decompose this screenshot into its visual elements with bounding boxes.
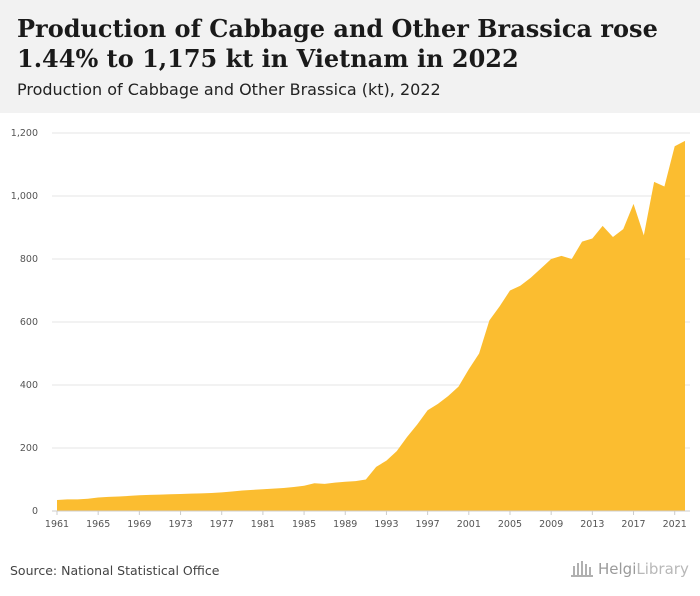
x-tick-label: 1969	[127, 519, 151, 530]
x-tick-label: 2013	[580, 519, 604, 530]
source-note: Source: National Statistical Office	[10, 563, 220, 578]
x-tick-label: 1989	[333, 519, 357, 530]
x-tick-label: 2009	[539, 519, 563, 530]
x-tick-label: 1997	[416, 519, 440, 530]
x-tick-label: 1965	[86, 519, 110, 530]
header: Production of Cabbage and Other Brassica…	[0, 0, 700, 113]
x-tick-label: 1981	[251, 519, 275, 530]
x-tick-label: 1977	[210, 519, 234, 530]
logo-main: Helgi	[598, 560, 637, 578]
y-tick-label: 0	[32, 506, 38, 517]
x-tick-label: 1993	[374, 519, 398, 530]
y-tick-label: 600	[20, 317, 38, 328]
x-tick-label: 2021	[663, 519, 687, 530]
y-tick-label: 200	[20, 443, 38, 454]
y-tick-label: 1,000	[11, 191, 38, 202]
x-tick-label: 2001	[457, 519, 481, 530]
y-tick-label: 800	[20, 254, 38, 265]
x-tick-label: 1973	[168, 519, 192, 530]
x-tick-label: 1961	[45, 519, 69, 530]
y-tick-label: 1,200	[11, 128, 38, 139]
x-tick-label: 1985	[292, 519, 316, 530]
logo-text: HelgiLibrary	[598, 560, 689, 578]
logo-suffix: Library	[636, 560, 689, 578]
y-tick-label: 400	[20, 380, 38, 391]
area-chart: 0 200 400 600 800 1,000 1,200 1961 1965 1969 1973 1…	[11, 128, 690, 530]
chart-title: Production of Cabbage and Other Brassica…	[17, 14, 658, 73]
x-tick-label: 2017	[621, 519, 645, 530]
library-building-icon	[571, 561, 593, 577]
chart-area: 0 200 400 600 800 1,000 1,200 1961 1965 1969 1973 1…	[0, 113, 700, 537]
production-area	[57, 140, 685, 511]
chart-subtitle: Production of Cabbage and Other Brassica…	[17, 80, 441, 99]
helgi-library-logo: HelgiLibrary	[570, 560, 689, 578]
x-tick-label: 2005	[498, 519, 522, 530]
